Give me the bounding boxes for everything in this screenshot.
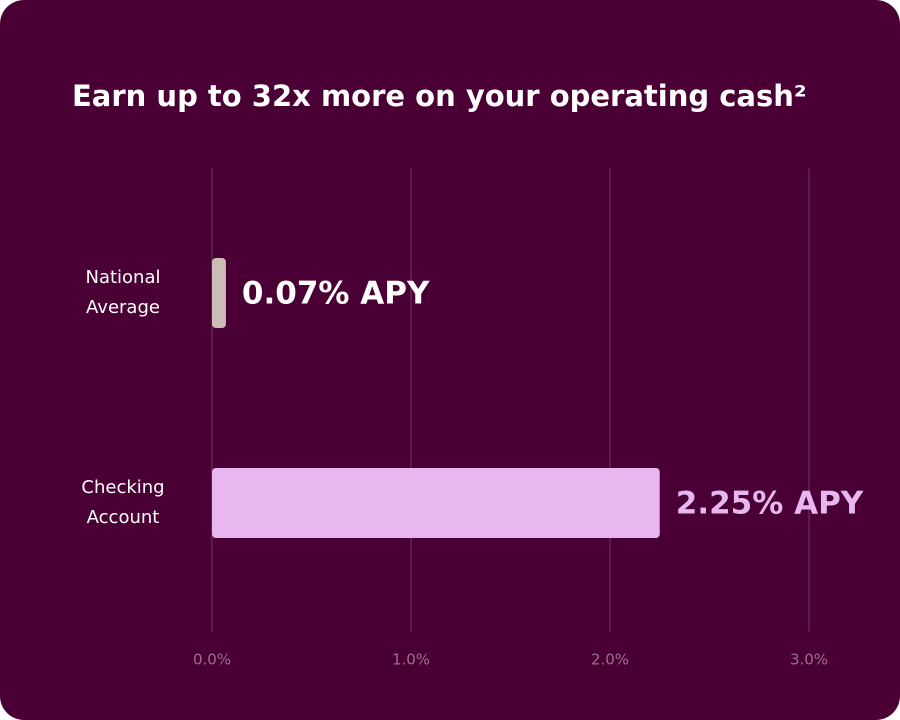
x-tick-label: 0.0% <box>193 651 231 669</box>
x-tick-label: 1.0% <box>392 651 430 669</box>
value-label: 0.07% APY <box>242 276 430 312</box>
y-tick-label: National Average <box>85 267 161 318</box>
x-tick-label: 2.0% <box>591 651 629 669</box>
x-tick-label: 3.0% <box>790 651 828 669</box>
bar <box>212 468 660 538</box>
value-label: 2.25% APY <box>676 486 864 522</box>
chart-title: Earn up to 32x more on your operating ca… <box>72 79 807 113</box>
y-tick-label: Checking Account <box>81 477 165 528</box>
bar <box>212 258 226 328</box>
